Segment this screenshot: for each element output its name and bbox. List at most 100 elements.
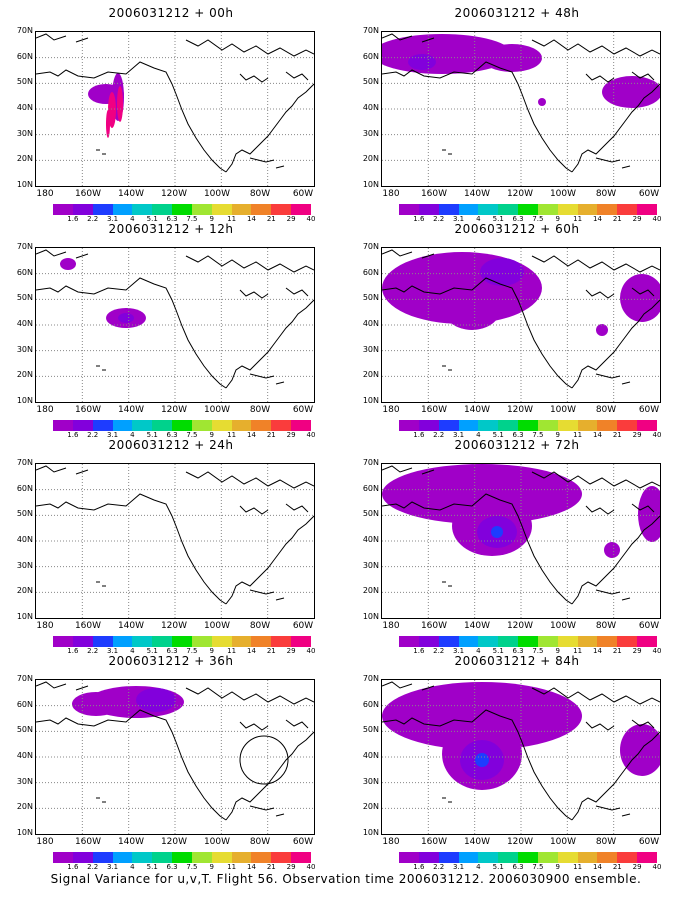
colorbar-swatch <box>271 852 292 863</box>
lat-tick-label: 20N <box>16 802 33 812</box>
colorbar-label: 11 <box>573 863 583 871</box>
colorbar-label: 4 <box>476 431 481 439</box>
colorbar-label: 1.6 <box>67 863 79 871</box>
colorbar-swatch <box>92 636 113 647</box>
colorbar-swatch <box>399 204 419 215</box>
map-panel-p60 <box>381 247 661 403</box>
colorbar-swatch <box>112 636 133 647</box>
colorbar-label: 40 <box>652 647 662 655</box>
lat-tick-label: 40N <box>16 319 33 328</box>
colorbar-swatch <box>597 852 618 863</box>
lon-tick-label: 80W <box>595 837 617 847</box>
colorbar-swatch <box>72 420 93 431</box>
colorbar-label: 7.5 <box>186 863 198 871</box>
coastline <box>531 471 660 489</box>
lat-tick-label: 40N <box>16 103 33 112</box>
colorbar-swatch <box>637 852 657 863</box>
panel-title: 2006031212 + 60h <box>454 222 580 236</box>
colorbar-swatch <box>231 204 252 215</box>
colorbar-label: 21 <box>266 863 276 871</box>
colorbar-swatch <box>577 204 598 215</box>
colorbar-label: 11 <box>573 431 583 439</box>
colorbar-label: 5.1 <box>492 431 504 439</box>
coastline <box>571 515 660 605</box>
lat-tick-label: 30N <box>16 344 33 354</box>
variance-region <box>72 692 120 716</box>
coastline <box>442 797 452 803</box>
colorbar-label: 7.5 <box>532 647 544 655</box>
colorbar-swatch <box>478 204 499 215</box>
colorbar-label: 4 <box>130 431 135 439</box>
variance-region <box>538 98 546 106</box>
coastline <box>239 721 269 731</box>
lat-tick-label: 40N <box>362 103 379 112</box>
coastline <box>382 493 573 605</box>
coastline <box>531 687 660 705</box>
colorbar-swatch <box>231 636 252 647</box>
panel-title: 2006031212 + 36h <box>108 654 234 668</box>
colorbar-swatch <box>438 636 459 647</box>
coastline <box>239 289 269 299</box>
colorbar-label: 14 <box>592 431 602 439</box>
colorbar <box>53 420 311 431</box>
lon-tick-label: 160W <box>420 621 448 631</box>
colorbar-label: 9 <box>209 431 214 439</box>
coastline <box>249 157 285 169</box>
coastline <box>225 299 314 389</box>
coastline <box>285 719 309 729</box>
lon-tick-label: 100W <box>203 405 231 415</box>
colorbar-label: 40 <box>306 863 316 871</box>
lon-tick-label: 80W <box>249 621 271 631</box>
lat-tick-label: 70N <box>362 458 379 467</box>
lon-tick-label: 140W <box>117 405 145 415</box>
variance-region <box>382 682 582 750</box>
lon-tick-label: 60W <box>638 621 660 631</box>
colorbar-label: 4 <box>476 215 481 223</box>
coastline <box>96 797 106 803</box>
colorbar-swatch <box>172 852 192 863</box>
coastline <box>585 289 615 299</box>
lon-tick-label: 160W <box>74 405 102 415</box>
colorbar-label: 21 <box>266 431 276 439</box>
colorbar-swatch <box>518 636 538 647</box>
colorbar-swatch <box>271 420 292 431</box>
colorbar-label: 3.1 <box>106 431 119 439</box>
coastline <box>585 721 615 731</box>
colorbar-label: 1.6 <box>67 431 79 439</box>
colorbar-swatch <box>478 636 499 647</box>
lon-tick-label: 180 <box>382 837 400 847</box>
lat-tick-label: 40N <box>362 751 379 760</box>
colorbar-label: 6.3 <box>166 431 178 439</box>
map-panel-p72 <box>381 463 661 619</box>
colorbar-swatch <box>271 636 292 647</box>
coastline <box>631 503 655 513</box>
colorbar-swatch <box>53 420 73 431</box>
lon-tick-label: 120W <box>506 837 534 847</box>
colorbar-swatch <box>458 636 479 647</box>
lon-tick-label: 160W <box>74 621 102 631</box>
colorbar-label: 40 <box>652 215 662 223</box>
colorbar-swatch <box>92 852 113 863</box>
coastline <box>531 255 660 273</box>
lat-tick-label: 20N <box>362 370 379 380</box>
lat-tick-label: 50N <box>362 293 379 303</box>
lat-tick-label: 50N <box>362 77 379 87</box>
lat-tick-label: 10N <box>16 180 33 189</box>
colorbar <box>399 204 657 215</box>
colorbar-label: 40 <box>306 215 316 223</box>
colorbar-swatch <box>291 852 311 863</box>
variance-region <box>60 258 76 270</box>
lat-tick-label: 50N <box>362 725 379 735</box>
lon-tick-label: 180 <box>36 621 54 631</box>
colorbar-label: 7.5 <box>186 215 198 223</box>
colorbar-swatch <box>291 420 311 431</box>
colorbar-swatch <box>418 636 439 647</box>
colorbar-label: 40 <box>652 431 662 439</box>
lon-tick-label: 60W <box>292 837 314 847</box>
colorbar-swatch <box>617 420 638 431</box>
colorbar-label: 5.1 <box>492 647 504 655</box>
lat-tick-label: 20N <box>16 154 33 164</box>
coastline <box>595 805 631 817</box>
map-panel-p48 <box>381 31 661 187</box>
colorbar-label: 40 <box>306 431 316 439</box>
